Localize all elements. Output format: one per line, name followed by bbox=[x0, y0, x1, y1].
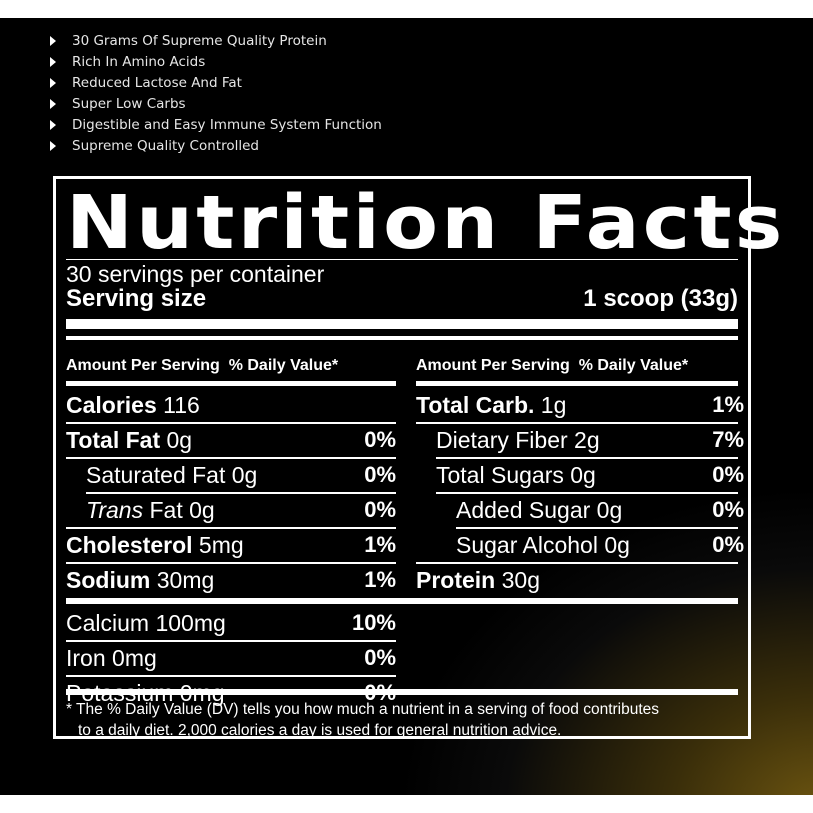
serving-size-value: 1 scoop (33g) bbox=[583, 285, 738, 312]
nutrient-row-protein: Protein 30g bbox=[416, 566, 540, 593]
nutrient-row-saturated-fat: Saturated Fat 0g 0% bbox=[86, 461, 396, 488]
thick-divider bbox=[66, 319, 738, 329]
divider bbox=[416, 562, 738, 564]
servings-per-container: 30 servings per container bbox=[66, 261, 325, 287]
mineral-row-calcium: Calcium 100mg 10% bbox=[66, 609, 396, 636]
nutrient-row-cholesterol: Cholesterol 5mg 1% bbox=[66, 531, 396, 558]
divider bbox=[66, 422, 396, 424]
feature-item: Reduced Lactose And Fat bbox=[50, 72, 382, 93]
triangle-bullet-icon bbox=[50, 35, 56, 46]
serving-size-label: Serving size bbox=[66, 285, 207, 312]
feature-item: Super Low Carbs bbox=[50, 93, 382, 114]
feature-item: 30 Grams Of Supreme Quality Protein bbox=[50, 30, 382, 51]
divider bbox=[416, 422, 738, 424]
thick-divider bbox=[66, 689, 738, 695]
mineral-row-iron: Iron 0mg 0% bbox=[66, 644, 396, 671]
divider bbox=[66, 381, 396, 386]
nutrient-row-sugar-alcohol: Sugar Alcohol 0g 0% bbox=[456, 531, 744, 558]
nutrient-row-dietary-fiber: Dietary Fiber 2g 7% bbox=[436, 426, 744, 453]
nutrition-facts-title: Nutrition Facts bbox=[66, 180, 786, 266]
nutrient-row-total-fat: Total Fat 0g 0% bbox=[66, 426, 396, 453]
left-amount-header: Amount Per Serving % Daily Value* bbox=[66, 357, 339, 374]
feature-list: 30 Grams Of Supreme Quality Protein Rich… bbox=[50, 30, 382, 156]
thick-divider bbox=[66, 598, 738, 604]
nutrient-row-added-sugar: Added Sugar 0g 0% bbox=[456, 496, 744, 523]
triangle-bullet-icon bbox=[50, 77, 56, 88]
triangle-bullet-icon bbox=[50, 56, 56, 67]
nutrient-row-sodium: Sodium 30mg 1% bbox=[66, 566, 396, 593]
nutrient-row-total-carb: Total Carb. 1g 1% bbox=[416, 391, 744, 418]
divider bbox=[66, 675, 396, 677]
right-amount-header: Amount Per Serving % Daily Value* bbox=[416, 357, 689, 374]
nutrition-facts-label: Nutrition Facts 30 servings per containe… bbox=[53, 176, 782, 739]
triangle-bullet-icon bbox=[50, 98, 56, 109]
divider bbox=[66, 640, 396, 642]
daily-value-footnote: * The % Daily Value (DV) tells you how m… bbox=[66, 701, 660, 739]
divider bbox=[456, 527, 738, 529]
nutrient-row-total-sugars: Total Sugars 0g 0% bbox=[436, 461, 744, 488]
divider bbox=[436, 492, 738, 494]
feature-item: Digestible and Easy Immune System Functi… bbox=[50, 114, 382, 135]
divider bbox=[436, 457, 738, 459]
medium-divider bbox=[66, 336, 738, 340]
divider bbox=[66, 562, 396, 564]
divider bbox=[66, 259, 738, 260]
triangle-bullet-icon bbox=[50, 140, 56, 151]
divider bbox=[66, 527, 396, 529]
divider bbox=[86, 492, 396, 494]
feature-item: Rich In Amino Acids bbox=[50, 51, 382, 72]
nutrient-row-calories: Calories 116 bbox=[66, 391, 200, 418]
feature-item: Supreme Quality Controlled bbox=[50, 135, 382, 156]
triangle-bullet-icon bbox=[50, 119, 56, 130]
divider bbox=[416, 381, 738, 386]
divider bbox=[66, 457, 396, 459]
nutrient-row-trans-fat: Trans Fat 0g 0% bbox=[86, 496, 396, 523]
product-info-panel: 30 Grams Of Supreme Quality Protein Rich… bbox=[0, 18, 813, 795]
